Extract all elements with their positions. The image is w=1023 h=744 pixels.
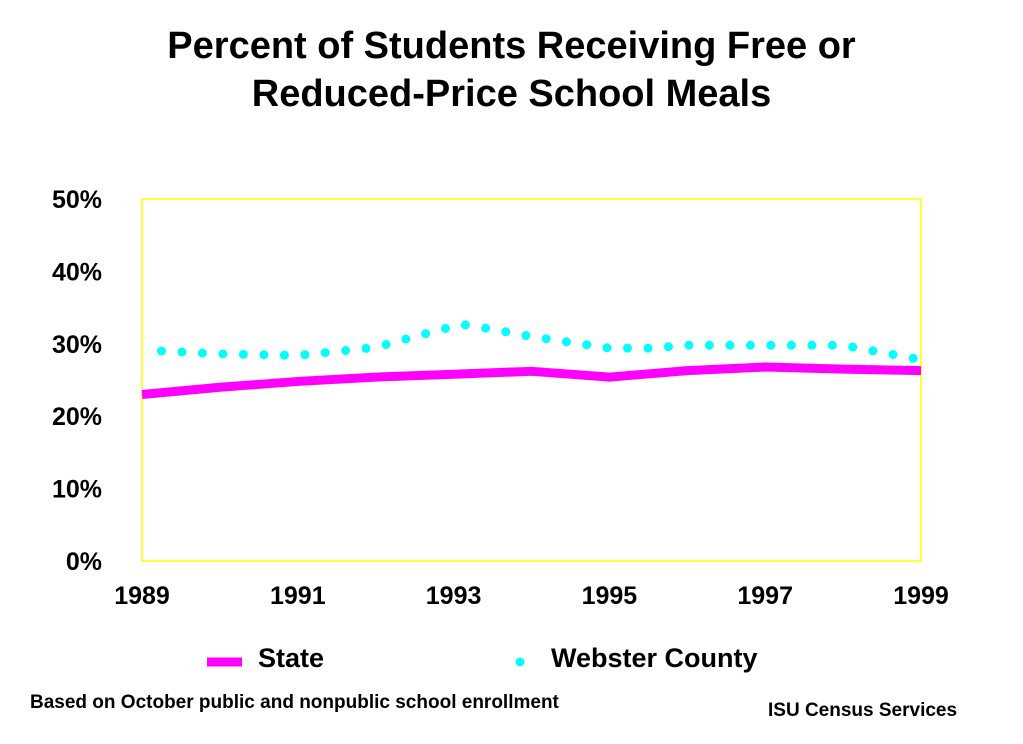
y-tick-label: 0% [66,548,102,576]
footnote: Based on October public and nonpublic sc… [30,692,559,713]
x-tick-label: 1989 [114,582,170,610]
legend-label-webster-county: Webster County [551,643,758,673]
legend-swatch-webster-county [515,657,525,667]
legend-label-state: State [258,643,324,673]
x-tick-label: 1993 [426,582,482,610]
chart-title: Percent of Students Receiving Free or Re… [0,22,1023,118]
plot-frame [141,198,922,562]
y-tick-label: 30% [52,331,102,359]
y-tick-label: 40% [52,258,102,286]
x-tick-label: 1991 [270,582,326,610]
y-tick-label: 50% [52,186,102,214]
series-line-webster-county [156,319,918,363]
x-tick-label: 1999 [893,582,949,610]
chart-title-line-1: Percent of Students Receiving Free or [167,25,856,67]
chart-title-line-2: Reduced-Price School Meals [251,73,772,115]
x-tick-label: 1997 [737,582,793,610]
x-tick-label: 1995 [582,582,638,610]
y-tick-label: 20% [52,403,102,431]
source-credit: ISU Census Services [768,700,958,721]
y-tick-label: 10% [52,476,102,504]
series-line-state [141,362,922,399]
